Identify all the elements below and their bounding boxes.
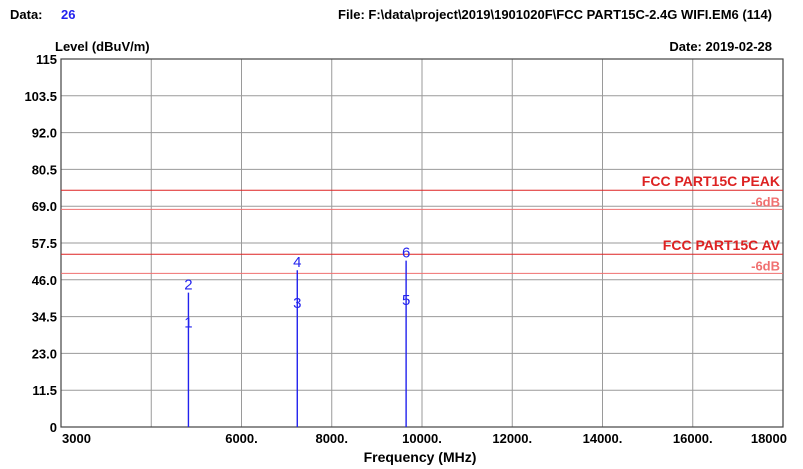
y-tick-label: 92.0 (32, 126, 57, 141)
data-label: Data: (10, 7, 43, 22)
y-tick-label: 115 (36, 52, 57, 67)
peak-marker: 6 (402, 245, 410, 262)
y-tick-label: 80.5 (32, 162, 57, 177)
x-tick-label: 6000. (225, 431, 258, 446)
y-tick-label: 57.5 (32, 236, 57, 251)
date-stamp: Date: 2019-02-28 (669, 39, 772, 54)
x-tick-label: 14000. (583, 431, 623, 446)
y-tick-label: 46.0 (32, 273, 57, 288)
x-tick-label: 3000 (62, 431, 91, 446)
file-path: File: F:\data\project\2019\1901020F\FCC … (338, 7, 772, 22)
y-tick-label: 103.5 (24, 89, 57, 104)
x-tick-label: 16000. (673, 431, 713, 446)
limit-offset-label: -6dB (751, 258, 780, 273)
data-value: 26 (61, 7, 75, 22)
peak-marker: 4 (293, 254, 301, 271)
limit-label: FCC PART15C PEAK (642, 173, 780, 189)
y-tick-label: 69.0 (32, 199, 57, 214)
avg-marker: 3 (293, 295, 301, 312)
x-axis-title: Frequency (MHz) (364, 449, 477, 465)
x-tick-label: 10000. (402, 431, 442, 446)
y-tick-label: 23.0 (32, 346, 57, 361)
y-axis-title: Level (dBuV/m) (55, 39, 150, 54)
x-tick-label: 12000. (492, 431, 532, 446)
x-tick-label: 18000 (751, 431, 787, 446)
y-tick-label: 0 (50, 420, 57, 435)
avg-marker: 1 (184, 314, 192, 331)
y-tick-label: 11.5 (32, 383, 57, 398)
limit-offset-label: -6dB (751, 194, 780, 209)
plot-frame (60, 58, 784, 428)
y-tick-label: 34.5 (32, 310, 57, 325)
x-tick-label: 8000. (315, 431, 348, 446)
avg-marker: 5 (402, 292, 410, 309)
plot-area: 011.523.034.546.057.569.080.592.0103.511… (24, 52, 787, 446)
limit-label: FCC PART15C AV (663, 237, 781, 253)
peak-marker: 2 (184, 277, 192, 294)
